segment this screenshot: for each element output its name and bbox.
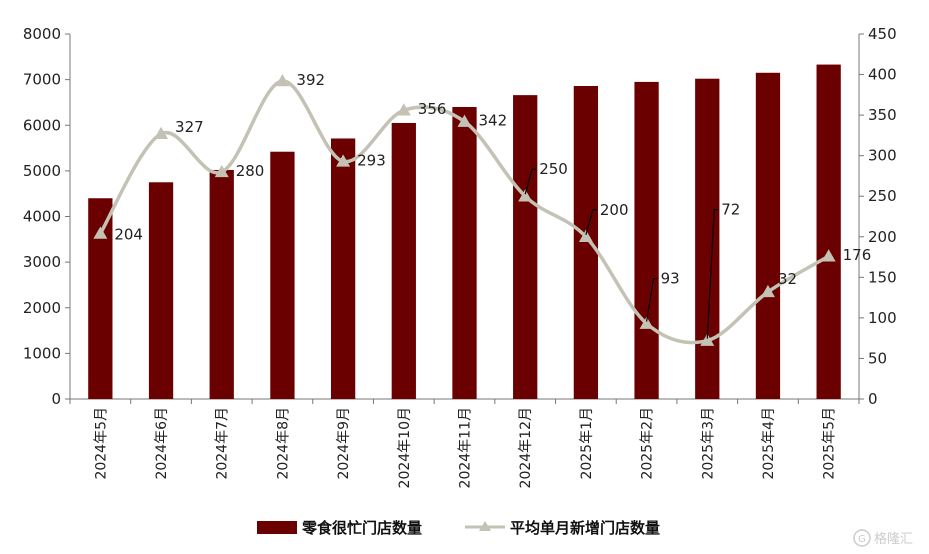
x-tick-label: 2025年5月: [822, 407, 838, 480]
gelonghui-logo-icon: [853, 529, 871, 547]
left-tick-label: 4000: [23, 208, 61, 226]
line-marker-0: [93, 226, 108, 239]
legend-line-marker-icon: [479, 521, 491, 531]
data-label-3: 392: [296, 71, 325, 89]
leader-line-7: [524, 168, 537, 195]
data-label-8: 200: [600, 201, 629, 219]
leader-line-8: [585, 209, 597, 235]
line-marker-1: [154, 126, 169, 140]
leader-line-10: [706, 209, 719, 339]
line-marker-10: [700, 333, 715, 346]
left-tick-label: 1000: [23, 344, 61, 362]
legend-bar-label: 零食很忙门店数量: [301, 519, 422, 537]
x-tick-label: 2025年2月: [640, 407, 656, 480]
x-tick-label: 2025年3月: [700, 407, 716, 480]
x-tick-label: 2025年4月: [761, 407, 777, 480]
data-label-9: 93: [661, 270, 680, 288]
data-label-0: 204: [114, 226, 143, 244]
bar-4: [330, 138, 356, 399]
data-label-11: 32: [778, 270, 797, 288]
watermark-text: 格隆汇: [874, 531, 913, 547]
bar-series: [88, 64, 841, 400]
bar-3: [270, 151, 295, 399]
x-tick-label: 2024年5月: [93, 407, 109, 480]
line-marker-4: [336, 154, 351, 167]
left-tick-label: 7000: [23, 71, 61, 89]
right-tick-label: 250: [868, 187, 897, 205]
x-tick-label: 2024年9月: [336, 407, 352, 480]
data-label-12: 176: [843, 246, 872, 264]
line-marker-8: [578, 229, 593, 243]
right-tick-label: 0: [868, 390, 878, 408]
left-tick-label: 5000: [23, 162, 61, 180]
left-tick-label: 6000: [23, 116, 61, 134]
line-marker-5: [396, 103, 411, 116]
x-tick-label: 2024年10月: [397, 407, 413, 488]
x-tick-label: 2024年7月: [215, 407, 231, 480]
bar-1: [148, 182, 174, 399]
data-label-2: 280: [236, 162, 265, 180]
chart-axes: 0 1000 2000 3000 4000 5000 6000 7000 8000 0 50 100 1…: [23, 25, 897, 408]
left-tick-label: 3000: [23, 253, 61, 271]
bar-7: [513, 95, 538, 399]
x-tick-label: 2024年11月: [458, 407, 474, 488]
left-tick-label: 8000: [23, 25, 61, 43]
data-label-5: 356: [418, 100, 447, 118]
left-tick-label: 0: [51, 390, 61, 408]
data-label-4: 293: [357, 151, 386, 169]
x-tick-label: 2025年1月: [579, 407, 595, 480]
right-tick-label: 350: [868, 106, 897, 124]
data-label-10: 72: [721, 201, 740, 219]
legend: 零食很忙门店数量 平均单月新增门店数量: [257, 519, 660, 537]
legend-bar-swatch: [257, 521, 297, 534]
bar-6: [452, 107, 477, 399]
bar-12: [816, 64, 841, 399]
line-marker-11: [760, 284, 775, 298]
line-marker-2: [214, 164, 229, 178]
x-axis-labels: 2024年5月 2024年6月 2024年7月 2024年8月 2024年9月 2024年…: [93, 407, 837, 488]
line-marker-9: [639, 316, 654, 329]
watermark: G 格隆汇: [853, 529, 913, 547]
bar-11: [755, 72, 781, 399]
data-label-1: 327: [175, 118, 204, 136]
line-marker-7: [518, 189, 533, 202]
bar-8: [573, 86, 599, 399]
right-tick-label: 50: [868, 349, 887, 367]
bar-5: [391, 122, 416, 399]
bar-9: [634, 81, 659, 399]
bar-10: [695, 78, 720, 400]
gelonghui-logo-glyph: G: [858, 534, 866, 545]
x-tick-label: 2024年8月: [275, 407, 291, 480]
data-label-7: 250: [539, 160, 568, 178]
bar-2: [209, 169, 234, 399]
right-tick-label: 200: [868, 228, 897, 246]
line-marker-3: [275, 74, 290, 87]
left-tick-label: 2000: [23, 299, 61, 317]
right-tick-label: 400: [868, 66, 897, 84]
leader-line-9: [645, 277, 658, 322]
line-marker-6: [457, 114, 472, 127]
x-tick-label: 2024年12月: [518, 407, 534, 488]
x-tick-label: 2024年6月: [154, 407, 170, 480]
right-tick-label: 450: [868, 25, 897, 43]
line-marker-12: [821, 249, 836, 262]
line-series: 204 327 280 392 293 356 342 250 200 93 72 32 176: [93, 71, 871, 346]
data-label-6: 342: [479, 112, 508, 130]
right-tick-label: 300: [868, 147, 897, 165]
legend-line-label: 平均单月新增门店数量: [510, 519, 660, 537]
right-tick-label: 100: [868, 309, 897, 327]
right-tick-label: 150: [868, 268, 897, 286]
